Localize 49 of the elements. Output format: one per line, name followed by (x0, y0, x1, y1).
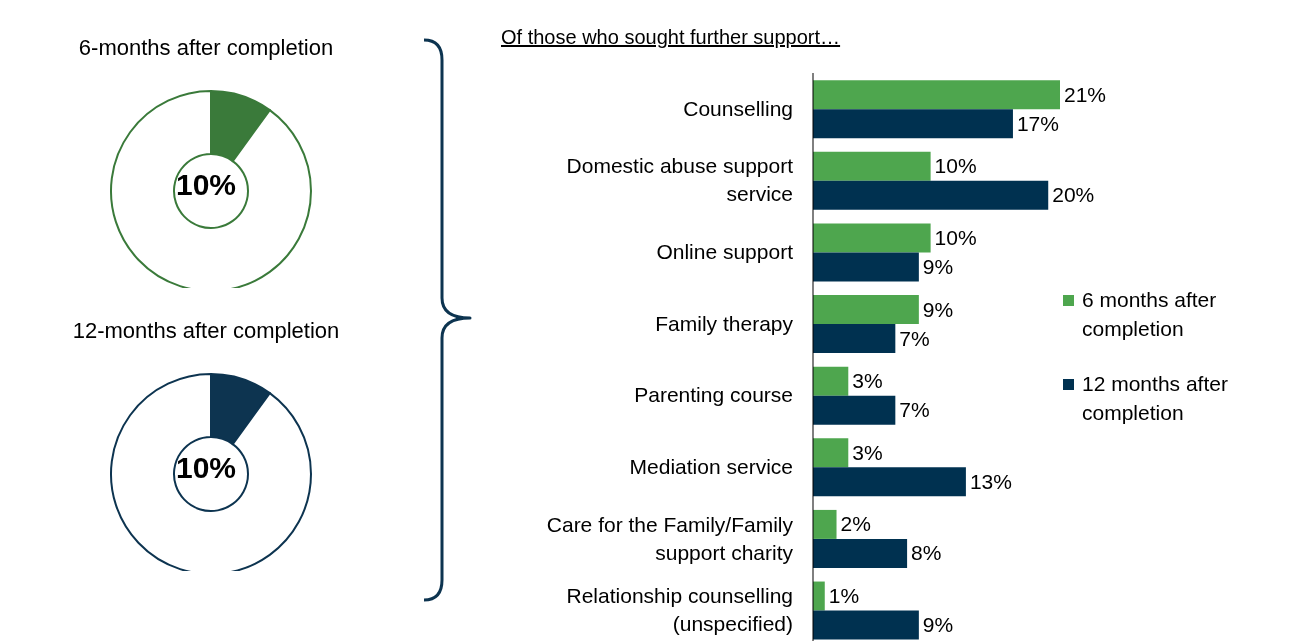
data-label: 13% (969, 469, 1012, 493)
y-tick-label: Domestic abuse support service (566, 154, 794, 206)
data-label: 17% (1016, 111, 1059, 135)
data-label: 10% (934, 154, 977, 178)
legend-label: 12 months after completion (1082, 371, 1229, 426)
y-tick-label: Parenting course (634, 383, 793, 407)
bar (813, 538, 908, 568)
data-label: 10% (934, 225, 977, 249)
data-label: 7% (899, 326, 930, 350)
bar (813, 151, 931, 181)
data-label: 3% (852, 369, 883, 393)
data-label: 7% (899, 398, 930, 422)
bar (813, 223, 931, 253)
bar (813, 395, 896, 425)
chart-title: 6-months after completion (77, 35, 335, 61)
y-tick-label: Care for the Family/Family support charity (546, 512, 794, 564)
y-tick-label: Relationship counselling (unspecified) (566, 584, 793, 636)
donut-slice (110, 373, 312, 571)
y-tick-label: Family therapy (655, 311, 794, 335)
data-label: 9% (922, 254, 954, 278)
chart-title: 12-months after completion (71, 318, 341, 344)
bar (813, 438, 849, 468)
bar (813, 610, 919, 640)
data-label: 8% (911, 541, 942, 565)
legend-label: 6 months after completion (1082, 287, 1218, 342)
bar (813, 366, 849, 396)
data-label: 21% (1064, 82, 1107, 106)
data-label: 1% (828, 584, 860, 608)
text: 10% (174, 168, 237, 202)
data-label: 20% (1052, 183, 1095, 207)
bar (813, 467, 966, 497)
bar (813, 109, 1013, 139)
bar (813, 80, 1060, 110)
bar (813, 295, 919, 325)
bar (813, 324, 896, 354)
y-tick-label: Mediation service (629, 454, 793, 478)
data-label: 3% (852, 440, 883, 464)
bar (813, 581, 825, 611)
chart-title: Of those who sought further support… (501, 26, 841, 49)
bar (813, 180, 1049, 210)
data-label: 9% (922, 613, 954, 637)
bar (813, 509, 837, 539)
text: 10% (174, 451, 237, 485)
y-tick-label: Online support (656, 240, 794, 264)
donut-slice (110, 90, 312, 288)
data-label: 9% (922, 297, 954, 321)
data-label: 2% (840, 512, 871, 536)
y-tick-label: Counselling (683, 96, 793, 120)
bar (813, 252, 919, 282)
